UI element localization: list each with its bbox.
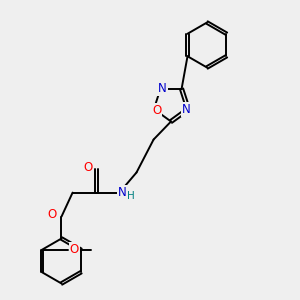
Text: N: N (182, 103, 191, 116)
Text: O: O (84, 160, 93, 174)
Text: O: O (152, 104, 161, 117)
Text: N: N (118, 186, 127, 199)
Text: O: O (70, 243, 79, 256)
Text: O: O (48, 208, 57, 221)
Text: H: H (127, 191, 135, 201)
Text: N: N (158, 82, 167, 95)
